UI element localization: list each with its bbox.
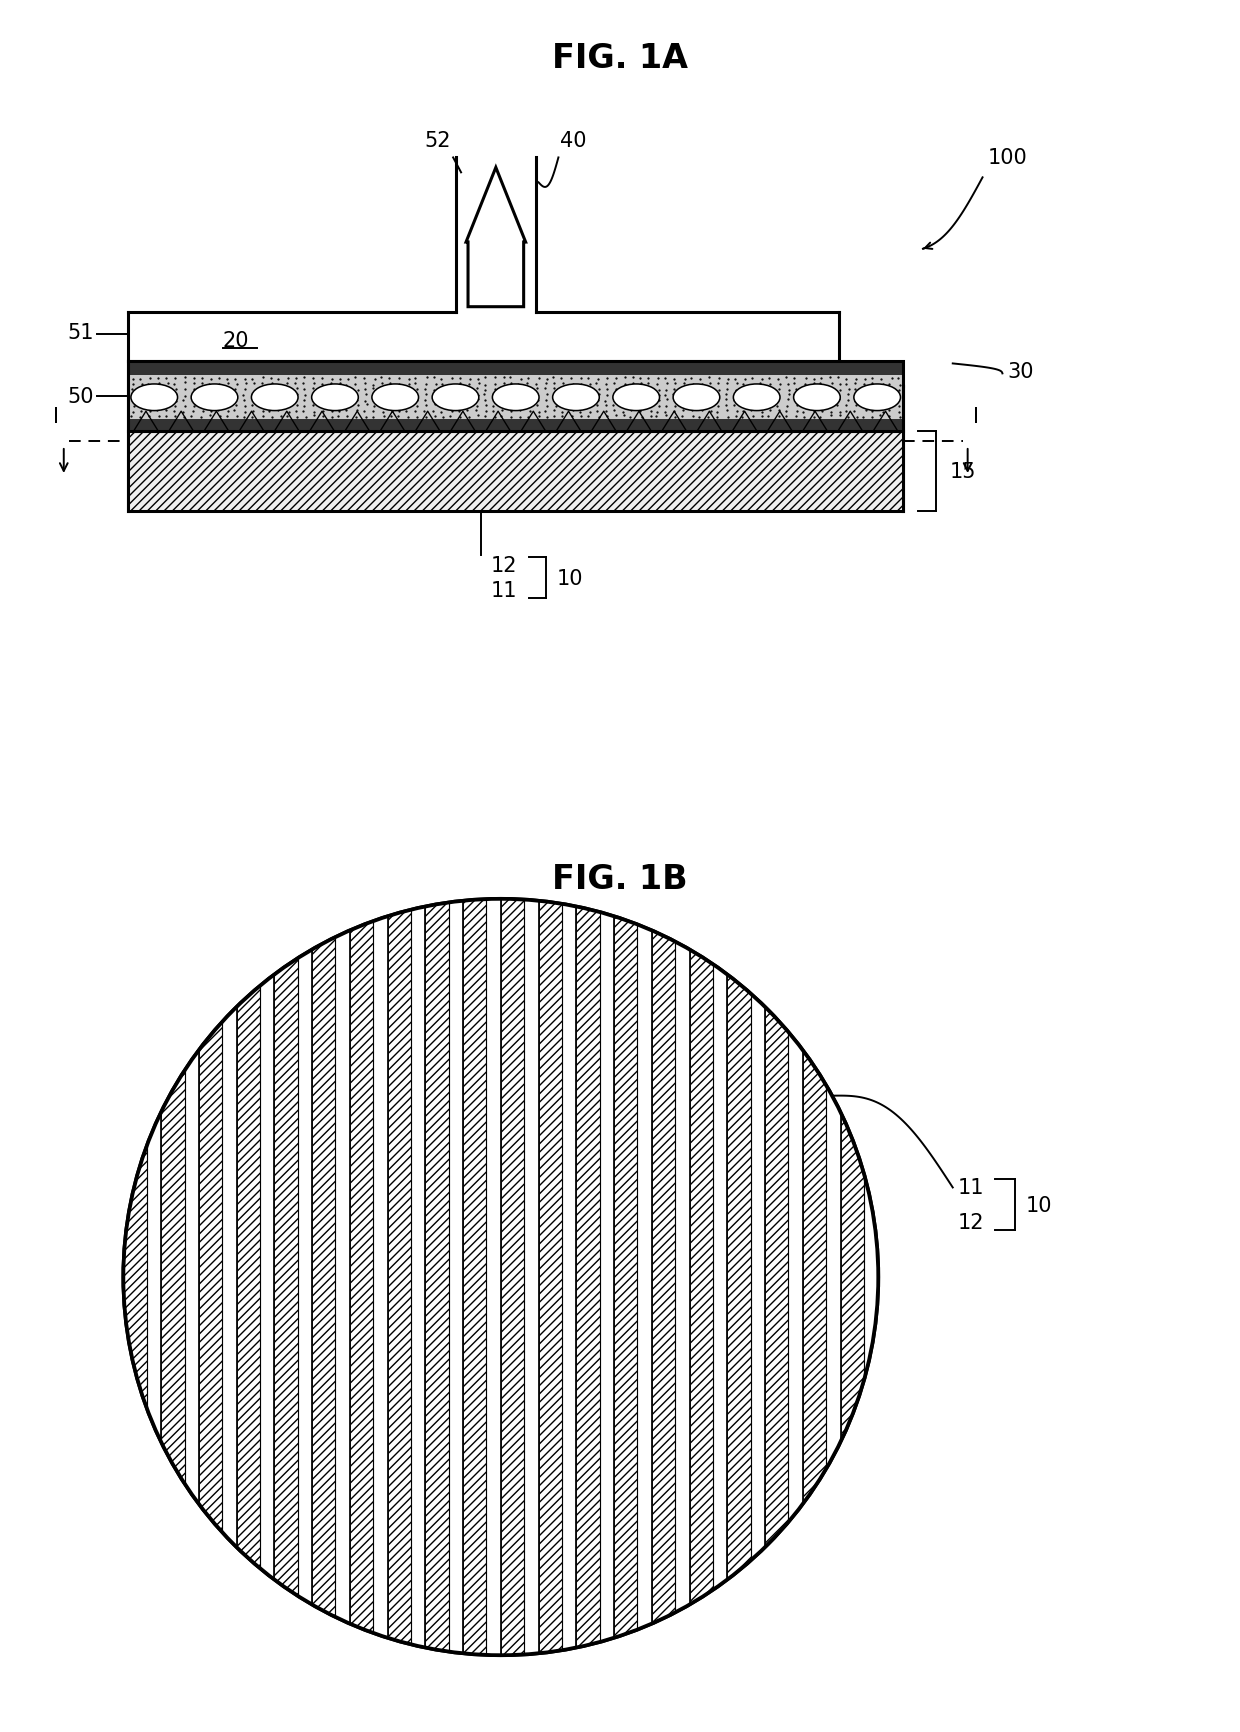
Text: 20: 20 [223,331,249,350]
Text: 11: 11 [491,580,517,601]
Bar [128,376,903,419]
Ellipse shape [131,385,177,410]
Bar [750,894,765,1661]
Bar [388,894,410,1661]
Bar [463,894,486,1661]
Bar [222,894,237,1661]
Bar [538,894,562,1661]
Polygon shape [466,168,526,308]
Bar [425,894,449,1661]
Bar [525,894,538,1661]
Text: 11: 11 [957,1178,985,1199]
Text: I: I [53,407,58,426]
Text: 50: 50 [67,386,93,407]
Ellipse shape [613,385,660,410]
Bar [128,431,903,511]
Ellipse shape [492,385,539,410]
Bar [449,894,463,1661]
Text: 30: 30 [1007,362,1034,383]
Bar [689,894,713,1661]
Bar [350,894,373,1661]
Bar [123,894,146,1661]
Ellipse shape [854,385,900,410]
Bar [237,894,260,1661]
Bar [676,894,689,1661]
Ellipse shape [673,385,719,410]
Text: 52: 52 [424,132,451,151]
Bar [260,894,274,1661]
Text: 10: 10 [1025,1195,1052,1216]
Bar [486,894,501,1661]
Bar [713,894,728,1661]
Bar [562,894,577,1661]
Bar [841,894,864,1661]
Ellipse shape [191,385,238,410]
Text: 51: 51 [67,322,93,343]
Text: 12: 12 [957,1212,985,1233]
Bar [652,894,676,1661]
Bar [637,894,652,1661]
Bar [765,894,789,1661]
Bar [274,894,298,1661]
Bar [728,894,750,1661]
Text: FIG. 1A: FIG. 1A [552,42,688,76]
Bar [501,894,525,1661]
Bar [146,894,161,1661]
Ellipse shape [311,385,358,410]
Bar [185,894,198,1661]
Bar [336,894,350,1661]
Bar [373,894,388,1661]
Bar [826,894,841,1661]
Bar [128,362,903,431]
Text: 12: 12 [491,556,517,577]
Bar [802,894,826,1661]
Ellipse shape [252,385,298,410]
Bar [198,894,222,1661]
Bar [577,894,600,1661]
Text: 10: 10 [557,568,583,589]
Bar [298,894,312,1661]
Text: 40: 40 [560,132,587,151]
Text: 15: 15 [950,462,976,481]
Bar [789,894,802,1661]
Bar [128,362,903,376]
Text: 100: 100 [987,149,1027,168]
Circle shape [123,899,878,1656]
Text: FIG. 1B: FIG. 1B [552,863,688,895]
Ellipse shape [794,385,841,410]
Bar [161,894,185,1661]
Ellipse shape [733,385,780,410]
Ellipse shape [553,385,599,410]
Bar [128,419,903,431]
Bar [410,894,425,1661]
Ellipse shape [372,385,419,410]
Text: I: I [972,407,978,426]
Ellipse shape [433,385,479,410]
Bar [614,894,637,1661]
Bar [312,894,336,1661]
Bar [600,894,614,1661]
Bar [864,894,878,1661]
